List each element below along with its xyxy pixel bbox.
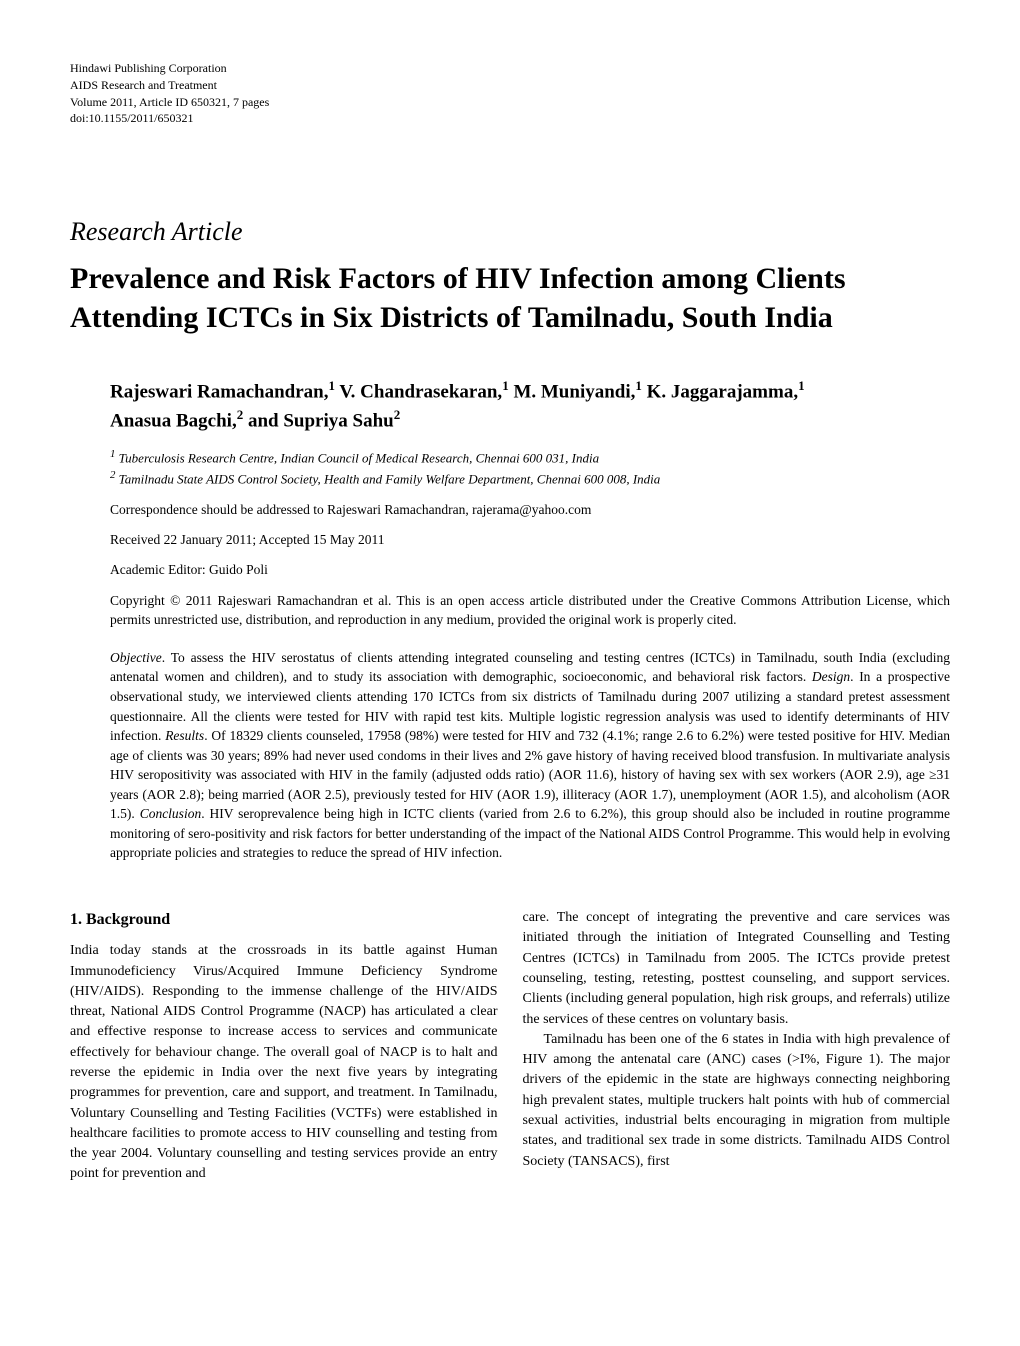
affiliation: 2 Tamilnadu State AIDS Control Society, … bbox=[110, 468, 950, 489]
copyright: Copyright © 2011 Rajeswari Ramachandran … bbox=[70, 592, 950, 630]
author-name: K. Jaggarajamma, bbox=[642, 382, 798, 403]
affil-text: Tamilnadu State AIDS Control Society, He… bbox=[119, 471, 661, 486]
authors-block: Rajeswari Ramachandran, 1 V. Chandrasekar… bbox=[70, 377, 950, 435]
body-columns: 1. Background India today stands at the … bbox=[70, 908, 950, 1185]
journal-name: AIDS Research and Treatment bbox=[70, 77, 950, 94]
affiliation: 1 Tuberculosis Research Centre, Indian C… bbox=[110, 447, 950, 468]
abstract-conclusion-text: . HIV seroprevalence being high in ICTC … bbox=[110, 806, 950, 860]
author-name: M. Muniyandi, bbox=[509, 382, 636, 403]
academic-editor: Academic Editor: Guido Poli bbox=[70, 562, 950, 578]
author-name: and Supriya Sahu bbox=[243, 410, 394, 431]
author-affil-sup: 2 bbox=[394, 407, 401, 422]
abstract-objective-label: Objective bbox=[110, 650, 162, 665]
article-type: Research Article bbox=[70, 217, 950, 247]
author-name: V. Chandrasekaran, bbox=[335, 382, 502, 403]
left-column: 1. Background India today stands at the … bbox=[70, 908, 498, 1185]
publisher: Hindawi Publishing Corporation bbox=[70, 60, 950, 77]
body-paragraph: care. The concept of integrating the pre… bbox=[523, 908, 951, 1030]
body-paragraph: India today stands at the crossroads in … bbox=[70, 941, 498, 1185]
affil-sup: 2 bbox=[110, 469, 115, 481]
affil-sup: 1 bbox=[110, 448, 115, 460]
abstract-results-label: Results bbox=[165, 728, 204, 743]
abstract: Objective. To assess the HIV serostatus … bbox=[70, 648, 950, 863]
author-name: Rajeswari Ramachandran, bbox=[110, 382, 329, 403]
author-affil-sup: 1 bbox=[798, 378, 805, 393]
header-info: Hindawi Publishing Corporation AIDS Rese… bbox=[70, 60, 950, 127]
dates: Received 22 January 2011; Accepted 15 Ma… bbox=[70, 532, 950, 548]
affiliations-block: 1 Tuberculosis Research Centre, Indian C… bbox=[70, 447, 950, 488]
correspondence: Correspondence should be addressed to Ra… bbox=[70, 502, 950, 518]
abstract-conclusion-label: Conclusion bbox=[140, 806, 202, 821]
abstract-design-label: Design bbox=[812, 669, 850, 684]
volume-info: Volume 2011, Article ID 650321, 7 pages bbox=[70, 94, 950, 111]
right-column: care. The concept of integrating the pre… bbox=[523, 908, 951, 1185]
doi: doi:10.1155/2011/650321 bbox=[70, 110, 950, 127]
author-name: Anasua Bagchi, bbox=[110, 410, 237, 431]
article-title: Prevalence and Risk Factors of HIV Infec… bbox=[70, 259, 950, 337]
body-paragraph: Tamilnadu has been one of the 6 states i… bbox=[523, 1030, 951, 1172]
affil-text: Tuberculosis Research Centre, Indian Cou… bbox=[119, 450, 599, 465]
section-title: 1. Background bbox=[70, 908, 498, 931]
